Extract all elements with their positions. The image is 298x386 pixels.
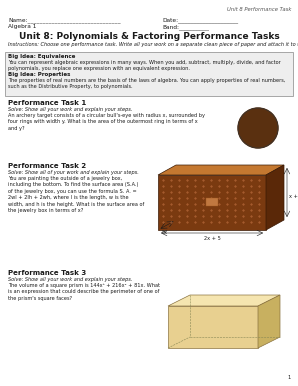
Circle shape <box>244 114 272 142</box>
Text: Date:____________________: Date:____________________ <box>162 17 238 23</box>
Polygon shape <box>266 165 284 230</box>
Text: The properties of real numbers are the basis of the laws of algebra. You can app: The properties of real numbers are the b… <box>8 78 285 89</box>
Circle shape <box>250 120 266 136</box>
Text: Performance Task 1: Performance Task 1 <box>8 100 86 106</box>
Text: Solve: Show all your work and explain your steps.: Solve: Show all your work and explain yo… <box>8 277 133 282</box>
Text: The volume of a square prism is 144x³ + 216x² + 81x. What
is an expression that : The volume of a square prism is 144x³ + … <box>8 283 160 301</box>
Text: Band:__________: Band:__________ <box>162 24 209 30</box>
Circle shape <box>255 125 261 131</box>
Text: Big Idea: Properties: Big Idea: Properties <box>8 72 70 77</box>
Text: Big Idea: Equivalence: Big Idea: Equivalence <box>8 54 75 59</box>
Text: Instructions: Choose one performance task. Write all your work on a separate cle: Instructions: Choose one performance tas… <box>8 42 298 47</box>
Text: Unit 8 Performance Task: Unit 8 Performance Task <box>226 7 291 12</box>
Text: 5x: 5x <box>162 230 168 235</box>
FancyBboxPatch shape <box>5 52 293 96</box>
Polygon shape <box>258 295 280 348</box>
Circle shape <box>238 108 278 148</box>
Bar <box>206 198 218 206</box>
Circle shape <box>241 111 275 145</box>
Polygon shape <box>168 295 280 306</box>
Text: 1: 1 <box>288 375 291 380</box>
Polygon shape <box>158 165 284 175</box>
Text: 2x + 5: 2x + 5 <box>204 236 221 241</box>
Polygon shape <box>168 306 258 348</box>
Text: You are painting the outside of a jewelry box,
including the bottom. To find the: You are painting the outside of a jewelr… <box>8 176 144 213</box>
Text: Unit 8: Polynomials & Factoring Performance Tasks: Unit 8: Polynomials & Factoring Performa… <box>18 32 280 41</box>
Circle shape <box>257 127 260 129</box>
Text: An archery target consists of a circular bull's-eye with radius x, surrounded by: An archery target consists of a circular… <box>8 113 205 131</box>
Circle shape <box>253 123 263 133</box>
Text: Solve: Show all your work and explain your steps.: Solve: Show all your work and explain yo… <box>8 107 133 112</box>
Text: You can represent algebraic expressions in many ways. When you add, subtract, mu: You can represent algebraic expressions … <box>8 60 281 71</box>
Text: Solve: Show all of your work and explain your steps.: Solve: Show all of your work and explain… <box>8 170 139 175</box>
Polygon shape <box>158 175 266 230</box>
Text: Name:_______________________________: Name:_______________________________ <box>8 17 121 23</box>
Text: Algebra 1: Algebra 1 <box>8 24 36 29</box>
Circle shape <box>247 117 269 139</box>
Text: x + 3: x + 3 <box>289 195 298 200</box>
Text: Performance Task 2: Performance Task 2 <box>8 163 86 169</box>
Text: Performance Task 3: Performance Task 3 <box>8 270 86 276</box>
